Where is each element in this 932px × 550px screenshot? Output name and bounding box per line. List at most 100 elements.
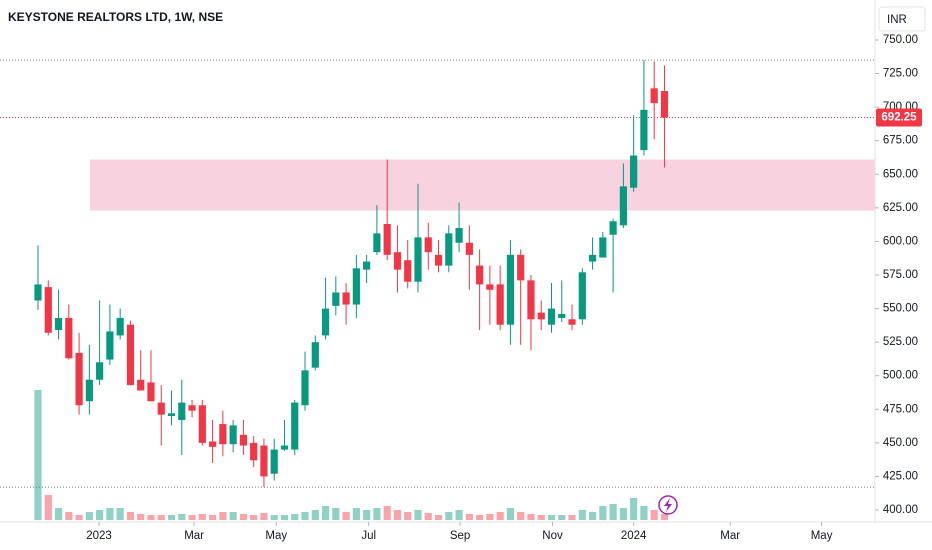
candle-body	[321, 308, 330, 336]
candle-body	[465, 242, 473, 255]
volume-bar	[178, 514, 186, 520]
volume-bar	[537, 515, 545, 520]
volume-bar	[188, 515, 196, 520]
volume-bar	[434, 515, 443, 520]
y-tick-label: 475.00	[883, 403, 918, 415]
volume-bar	[157, 515, 165, 520]
volume-bar	[465, 514, 473, 520]
candle-body	[445, 233, 453, 266]
volume-bar	[363, 510, 371, 520]
candle-body	[393, 252, 402, 270]
volume-bar	[527, 514, 535, 520]
event-icon-bolt	[664, 498, 672, 512]
volume-bar	[445, 512, 453, 520]
candle-body	[383, 223, 391, 255]
candle-body	[568, 319, 576, 325]
candle-body	[137, 379, 145, 391]
volume-bar	[126, 512, 135, 520]
chart-title: KEYSTONE REALTORS LTD, 1W, NSE	[8, 10, 223, 24]
currency-label[interactable]: INR	[887, 14, 907, 26]
candle-body	[660, 91, 669, 118]
volume-bar	[239, 514, 247, 520]
volume-bar	[44, 495, 52, 520]
y-tick-label: 675.00	[883, 135, 918, 147]
last-price-box	[876, 108, 922, 127]
volume-bar	[219, 512, 227, 520]
candle-body	[588, 254, 597, 262]
candle-body	[476, 265, 484, 285]
volume-bar	[393, 510, 402, 520]
candle-body	[455, 228, 463, 243]
volume-bar	[167, 515, 176, 520]
volume-bar	[311, 510, 319, 520]
y-tick-label: 425.00	[883, 470, 918, 482]
x-tick-label: Sep	[450, 530, 470, 542]
x-tick-label: 2023	[86, 530, 112, 542]
candle-body	[116, 317, 124, 336]
x-tick-label: 2024	[621, 530, 647, 542]
volume-bar	[147, 515, 155, 520]
candle-body	[219, 424, 227, 445]
candle-body	[506, 254, 515, 325]
volume-bar	[547, 515, 556, 520]
candle-body	[198, 405, 206, 443]
volume-bar	[640, 506, 648, 520]
y-tick-label: 575.00	[883, 269, 918, 281]
volume-bar	[578, 510, 586, 520]
volume-bar	[54, 508, 63, 520]
volume-bar	[280, 515, 289, 520]
volume-bar	[619, 508, 627, 520]
volume-bar	[650, 510, 658, 520]
zone	[90, 159, 875, 211]
volume-bar	[373, 508, 381, 520]
volume-bar	[588, 512, 597, 520]
volume-bar	[558, 515, 566, 520]
volume-bar	[660, 514, 669, 520]
candle-body	[280, 445, 289, 450]
x-tick-label: Mar	[720, 530, 740, 542]
y-tick-label: 725.00	[883, 68, 918, 80]
candle-body	[630, 155, 638, 188]
candle-body	[599, 237, 607, 258]
volume-bar	[65, 512, 73, 520]
volume-bar	[568, 515, 576, 520]
y-tick-label: 500.00	[883, 370, 918, 382]
volume-bar	[75, 515, 83, 520]
volume-bar	[506, 508, 515, 520]
x-tick-label: May	[265, 530, 287, 542]
y-tick-label: 600.00	[883, 235, 918, 247]
candle-body	[147, 382, 155, 402]
volume-bar	[85, 512, 93, 520]
volume-bar	[455, 510, 463, 520]
x-tick-label: May	[811, 530, 833, 542]
candle-body	[178, 402, 186, 421]
candle-body	[537, 312, 545, 320]
volume-bar	[352, 508, 360, 520]
candle-body	[373, 233, 381, 253]
candle-body	[640, 109, 648, 151]
x-tick-label: Mar	[184, 530, 204, 542]
candle-body	[619, 186, 627, 226]
volume-bar	[96, 510, 104, 520]
currency-box[interactable]	[878, 6, 926, 32]
candle-body	[609, 221, 617, 235]
candle-body	[352, 268, 360, 305]
volume-bar	[106, 508, 114, 520]
x-tick-label: Jul	[361, 530, 376, 542]
volume-bar	[250, 515, 258, 520]
volume-bar	[198, 514, 206, 520]
volume-bar	[321, 506, 330, 520]
candle-body	[517, 254, 525, 281]
candle-body	[208, 441, 217, 447]
y-tick-label: 625.00	[883, 202, 918, 214]
candle-body	[363, 261, 371, 270]
candle-body	[270, 449, 278, 474]
volume-bar	[424, 513, 432, 520]
candle-body	[527, 280, 535, 320]
candle-body	[291, 402, 299, 450]
candle-body	[558, 313, 566, 318]
volume-bar	[486, 514, 494, 520]
candle-body	[496, 284, 504, 325]
